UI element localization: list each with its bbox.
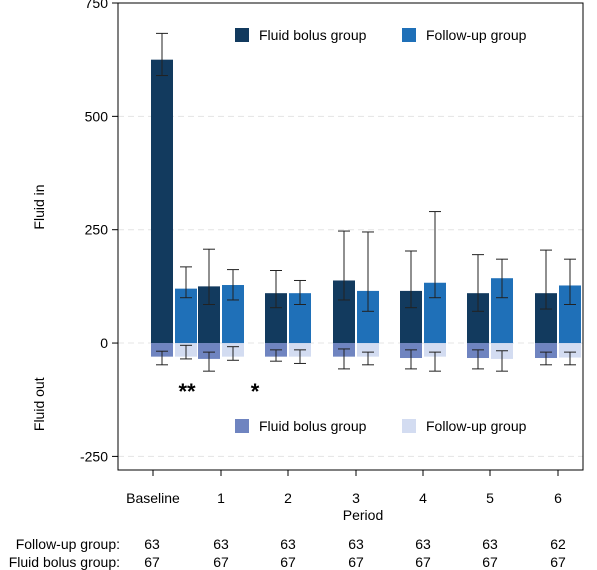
bar-in-follow-up xyxy=(357,290,379,344)
x-axis: Baseline 1 2 3 4 5 6 xyxy=(126,470,562,506)
y-axis-label-fluid-in: Fluid in xyxy=(31,184,47,229)
count-row-label: Fluid bolus group: xyxy=(9,554,120,570)
count-cell: 67 xyxy=(550,554,566,570)
x-tick-label: 3 xyxy=(352,490,360,506)
bar-in-fluid-bolus xyxy=(265,293,287,344)
error-bars xyxy=(156,32,576,372)
count-cell: 67 xyxy=(144,554,160,570)
y-tick-label: 0 xyxy=(100,335,108,351)
count-table: Follow-up group: 63 63 63 63 63 63 62 Fluid bolu… xyxy=(9,536,566,570)
bar-in-follow-up xyxy=(175,288,197,344)
count-row-label: Follow-up group: xyxy=(16,536,120,552)
count-cell: 67 xyxy=(280,554,296,570)
y-tick-label: -250 xyxy=(80,448,108,464)
significance-marker: ** xyxy=(178,379,196,404)
bar-in-fluid-bolus xyxy=(400,290,422,344)
legend-fluid-out: Fluid bolus group Follow-up group xyxy=(235,418,527,434)
legend-swatch xyxy=(402,419,416,433)
bar-out-fluid-bolus xyxy=(198,343,220,359)
legend-swatch xyxy=(402,28,416,42)
legend-label: Follow-up group xyxy=(426,418,527,434)
plot-frame xyxy=(117,2,584,471)
bar-out-follow-up xyxy=(357,343,379,357)
bar-in-fluid-bolus xyxy=(333,280,355,344)
count-cell: 63 xyxy=(415,536,431,552)
x-tick-label: 6 xyxy=(554,490,562,506)
legend-label: Fluid bolus group xyxy=(259,418,367,434)
count-cell: 62 xyxy=(550,536,566,552)
x-tick-label: 4 xyxy=(419,490,427,506)
y-axis-label-fluid-out: Fluid out xyxy=(31,377,47,431)
bar-in-follow-up xyxy=(491,278,513,344)
legend-swatch xyxy=(235,419,249,433)
count-cell: 67 xyxy=(213,554,229,570)
x-tick-label: Baseline xyxy=(126,490,180,506)
legend-label: Fluid bolus group xyxy=(259,27,367,43)
bar-in-follow-up xyxy=(289,293,311,344)
y-tick-label: 250 xyxy=(85,222,109,238)
bar-in-fluid-bolus xyxy=(198,286,220,344)
bar-in-fluid-bolus xyxy=(535,293,557,344)
count-cell: 63 xyxy=(144,536,160,552)
x-tick-label: 5 xyxy=(486,490,494,506)
bar-out-follow-up xyxy=(559,343,581,358)
bar-out-fluid-bolus xyxy=(151,343,173,357)
bar-in-fluid-bolus xyxy=(467,293,489,344)
count-cell: 63 xyxy=(213,536,229,552)
x-tick-label: 1 xyxy=(217,490,225,506)
x-tick-label: 2 xyxy=(284,490,292,506)
bar-in-follow-up xyxy=(559,285,581,344)
count-cell: 67 xyxy=(482,554,498,570)
y-axis: -250 0 250 500 750 xyxy=(80,0,118,464)
bars xyxy=(151,59,581,359)
x-axis-label: Period xyxy=(343,507,383,523)
significance-annotations: ** * xyxy=(178,379,259,404)
legend-label: Follow-up group xyxy=(426,27,527,43)
legend-swatch xyxy=(235,28,249,42)
count-cell: 63 xyxy=(482,536,498,552)
legend-fluid-in: Fluid bolus group Follow-up group xyxy=(235,27,527,43)
bar-in-fluid-bolus xyxy=(151,59,173,344)
count-cell: 63 xyxy=(280,536,296,552)
y-tick-label: 750 xyxy=(85,0,109,11)
count-cell: 67 xyxy=(348,554,364,570)
y-tick-label: 500 xyxy=(85,108,109,124)
count-cell: 67 xyxy=(415,554,431,570)
bar-out-follow-up xyxy=(424,343,446,357)
count-cell: 63 xyxy=(348,536,364,552)
significance-marker: * xyxy=(251,379,260,404)
bar-out-fluid-bolus xyxy=(535,343,557,359)
